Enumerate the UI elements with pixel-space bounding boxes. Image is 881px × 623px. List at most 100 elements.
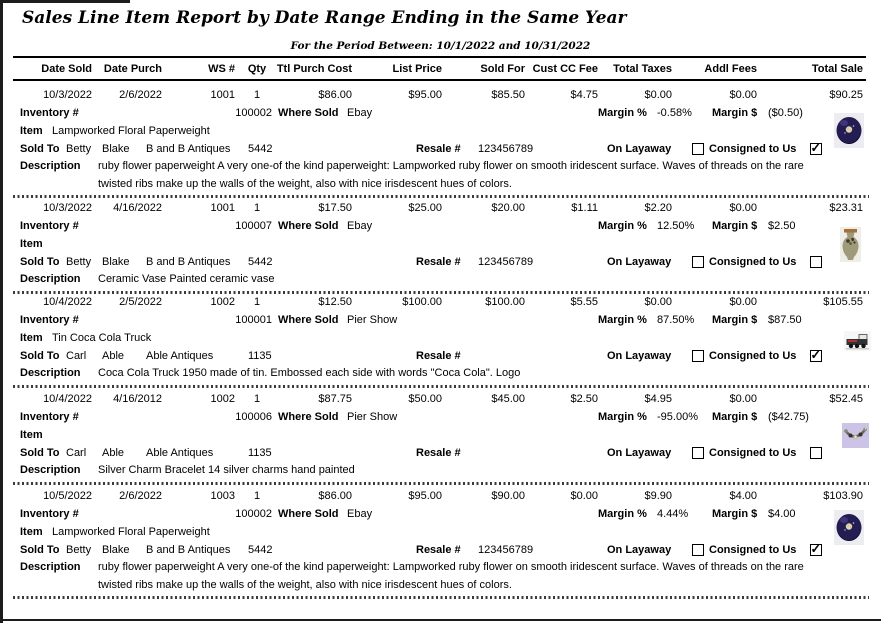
column-header-row: Date Sold Date Purch WS # Qty Ttl Purch …	[0, 60, 881, 78]
dotted-separator	[13, 596, 869, 599]
col-header-total-sale: Total Sale	[811, 63, 863, 75]
inventory-number: 100002	[235, 107, 272, 119]
consigned-checkbox[interactable]	[810, 446, 822, 459]
ws-number-cell: 1001	[210, 202, 235, 214]
consigned-checkbox[interactable]	[810, 346, 822, 364]
list-price-cell: $95.00	[408, 89, 442, 101]
ttl-purch-cost-cell: $86.00	[318, 89, 352, 101]
on-layaway-checkbox[interactable]	[692, 543, 704, 556]
margin-dollar-value: $2.50	[768, 220, 796, 232]
sold-to-label: Sold To	[20, 350, 60, 362]
qty-cell: 1	[253, 490, 261, 502]
buyer-last-name: Blake	[102, 544, 130, 556]
margin-pct-label: Margin %	[598, 411, 647, 423]
inventory-label: Inventory #	[20, 220, 79, 232]
item-photo-tin-truck	[844, 331, 871, 354]
inventory-row: Inventory # 100002 Where Sold Ebay Margi…	[0, 505, 881, 523]
record-values-row: 10/3/2022 4/16/2022 1001 1 $17.50 $25.00…	[0, 199, 881, 217]
ttl-purch-cost-cell: $12.50	[318, 296, 352, 308]
buyer-account: 1135	[248, 350, 272, 362]
inventory-label: Inventory #	[20, 508, 79, 520]
sold-to-row: Sold To Carl Able Able Antiques 1135 Res…	[0, 346, 881, 365]
total-sale-cell: $52.45	[829, 393, 863, 405]
col-header-addl-fees: Addl Fees	[704, 63, 757, 75]
buyer-first-name: Carl	[66, 447, 87, 459]
margin-pct-value: -0.58%	[657, 107, 692, 119]
description-row: Description Ceramic Vase Painted ceramic…	[0, 271, 881, 289]
description-label: Description	[20, 367, 81, 379]
inventory-number: 100002	[235, 508, 272, 520]
item-name: Lampworked Floral Paperweight	[52, 125, 210, 137]
dotted-separator	[13, 291, 869, 294]
total-sale-cell: $105.55	[823, 296, 863, 308]
cust-cc-fee-cell: $4.75	[570, 89, 598, 101]
ws-number-cell: 1002	[210, 393, 235, 405]
resale-number: 123456789	[478, 143, 534, 155]
list-price-cell: $95.00	[408, 490, 442, 502]
page-border-top	[0, 0, 130, 3]
margin-pct-value: -95.00%	[657, 411, 698, 423]
margin-pct-label: Margin %	[598, 220, 647, 232]
margin-pct-label: Margin %	[598, 107, 647, 119]
header-rule-top	[13, 56, 866, 59]
buyer-account: 5442	[248, 544, 273, 556]
record-values-row: 10/4/2022 4/16/2012 1002 1 $87.75 $50.00…	[0, 390, 881, 408]
item-row: Item	[0, 426, 881, 444]
date-sold-cell: 10/4/2022	[43, 393, 92, 405]
buyer-company: B and B Antiques	[146, 544, 231, 556]
inventory-number: 100001	[235, 314, 272, 326]
header-rule-bottom	[13, 79, 866, 82]
where-sold-value: Pier Show	[347, 411, 398, 423]
buyer-first-name: Betty	[66, 143, 92, 155]
total-taxes-cell: $0.00	[644, 89, 672, 101]
qty-cell: 1	[253, 296, 261, 308]
margin-dollar-value: $4.00	[768, 508, 796, 520]
margin-dollar-value: ($0.50)	[768, 107, 803, 119]
addl-fees-cell: $0.00	[729, 393, 757, 405]
buyer-account: 5442	[248, 256, 273, 268]
item-name: Lampworked Floral Paperweight	[52, 526, 210, 538]
description-text: Ceramic Vase Painted ceramic vase	[98, 273, 275, 285]
margin-dollar-label: Margin $	[712, 508, 758, 520]
consigned-checkbox[interactable]	[810, 139, 822, 157]
sold-for-cell: $100.00	[485, 296, 525, 308]
record-values-row: 10/4/2022 2/5/2022 1002 1 $12.50 $100.00…	[0, 293, 881, 311]
description-text: ruby flower paperweight A very one-of th…	[98, 561, 804, 591]
margin-pct-label: Margin %	[598, 508, 647, 520]
addl-fees-cell: $0.00	[729, 296, 757, 308]
margin-dollar-label: Margin $	[712, 411, 758, 423]
item-row: Item Lampworked Floral Paperweight	[0, 122, 881, 140]
consigned-checkbox[interactable]	[810, 255, 822, 268]
buyer-last-name: Able	[102, 447, 125, 459]
consigned-checkbox[interactable]	[810, 540, 822, 558]
page-border-left	[0, 0, 3, 623]
record: 10/3/2022 4/16/2022 1001 1 $17.50 $25.00…	[0, 199, 881, 294]
inventory-row: Inventory # 100006 Where Sold Pier Show …	[0, 408, 881, 426]
description-label: Description	[20, 561, 81, 573]
margin-dollar-value: ($42.75)	[768, 411, 809, 423]
list-price-cell: $50.00	[408, 393, 442, 405]
buyer-account: 5442	[248, 143, 273, 155]
consigned-label: Consigned to Us	[709, 143, 797, 155]
on-layaway-checkbox[interactable]	[692, 349, 704, 362]
total-taxes-cell: $4.95	[644, 393, 672, 405]
dotted-separator	[13, 385, 869, 388]
inventory-number: 100006	[235, 411, 272, 423]
on-layaway-label: On Layaway	[607, 447, 672, 459]
on-layaway-checkbox[interactable]	[692, 446, 704, 459]
on-layaway-checkbox[interactable]	[692, 142, 704, 155]
on-layaway-checkbox[interactable]	[692, 255, 704, 268]
buyer-company: B and B Antiques	[146, 256, 231, 268]
item-label: Item	[20, 526, 43, 538]
where-sold-label: Where Sold	[278, 220, 339, 232]
inventory-row: Inventory # 100002 Where Sold Ebay Margi…	[0, 104, 881, 122]
ws-number-cell: 1001	[210, 89, 235, 101]
cust-cc-fee-cell: $0.00	[570, 490, 598, 502]
date-purch-cell: 2/6/2022	[119, 490, 162, 502]
qty-cell: 1	[253, 202, 261, 214]
col-header-qty: Qty	[247, 63, 267, 75]
qty-cell: 1	[253, 393, 261, 405]
sold-to-row: Sold To Betty Blake B and B Antiques 544…	[0, 253, 881, 271]
cust-cc-fee-cell: $2.50	[570, 393, 598, 405]
item-photo-charm-bracelet	[842, 423, 869, 451]
